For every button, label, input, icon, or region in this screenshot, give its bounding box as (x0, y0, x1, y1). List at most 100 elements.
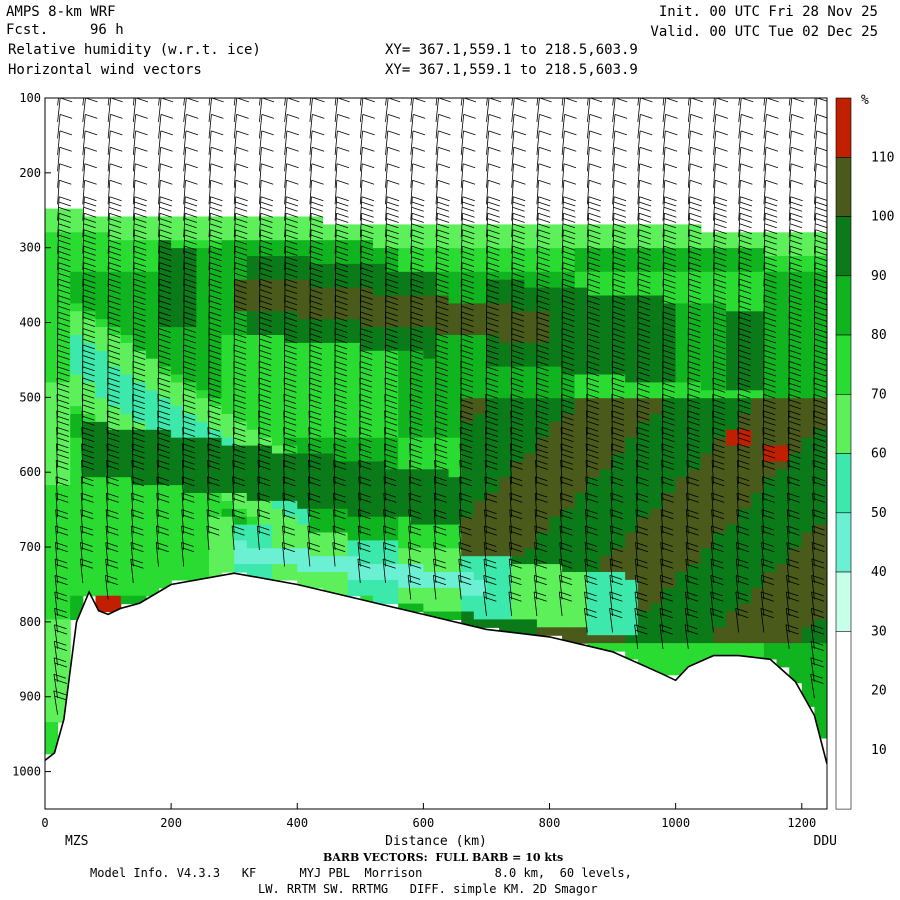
rh-cell (726, 335, 740, 344)
rh-cell (726, 540, 740, 549)
rh-cell (637, 658, 651, 668)
wind-barb-flag (159, 278, 172, 284)
rh-cell (398, 342, 412, 352)
wind-barb-flag (158, 328, 171, 333)
wind-barb-flag (55, 514, 69, 520)
rh-cell (196, 240, 210, 249)
rh-cell (461, 303, 475, 312)
rh-cell (360, 587, 374, 597)
wind-barb (158, 262, 160, 287)
rh-cell (385, 327, 399, 336)
rh-cell (45, 572, 59, 581)
wind-barb (55, 525, 58, 551)
wind-barb-flag (310, 295, 323, 300)
wind-barb-flag (236, 114, 249, 119)
rh-cell (120, 461, 134, 470)
rh-cell (398, 406, 412, 415)
rh-cell (625, 295, 639, 304)
wind-barb-flag (411, 212, 425, 218)
rh-cell (562, 374, 576, 383)
rh-cell (372, 319, 387, 328)
rh-cell (511, 382, 525, 391)
rh-cell (511, 358, 525, 368)
rh-cell (297, 350, 311, 360)
wind-barb-flag (209, 300, 222, 306)
wind-barb (410, 180, 413, 205)
wind-barb-flag (335, 283, 348, 289)
wind-barb-flag (183, 420, 196, 426)
rh-cell (789, 350, 803, 360)
rh-cell (612, 327, 626, 336)
rh-cell (726, 572, 740, 581)
wind-barb (435, 163, 439, 188)
rh-cell (663, 437, 677, 447)
wind-barb (359, 180, 363, 205)
rh-cell (625, 611, 639, 620)
rh-cell (549, 295, 563, 304)
rh-cell (713, 564, 727, 573)
wind-barb-flag (184, 283, 197, 289)
rh-cell (663, 279, 677, 289)
wind-barb-flag (459, 476, 472, 482)
wind-barb-flag (134, 196, 147, 202)
rh-cell (574, 311, 588, 320)
wind-barb (359, 410, 361, 435)
rh-cell (259, 374, 273, 383)
rh-cell (574, 366, 588, 376)
rh-cell (600, 445, 614, 455)
rh-cell (259, 564, 273, 573)
wind-barb-flag (460, 366, 474, 372)
rh-cell (196, 366, 210, 376)
wind-barb-flag (286, 196, 299, 202)
rh-cell (625, 429, 639, 439)
wind-barb-flag (182, 514, 195, 520)
wind-barb-flag (360, 328, 373, 333)
wind-barb (181, 493, 185, 518)
wind-barb-flag (335, 256, 348, 262)
rh-cell (57, 619, 71, 628)
wind-barb-flag (156, 547, 169, 553)
rh-cell (45, 516, 59, 526)
rh-cell (423, 382, 437, 391)
rh-cell (776, 556, 790, 565)
rh-cell (284, 540, 298, 549)
rh-cell (259, 256, 273, 265)
rh-cell (133, 248, 147, 257)
rh-cell (700, 414, 715, 423)
wind-barb-flag (311, 163, 324, 169)
wind-barb-flag (158, 344, 171, 350)
rh-cell (738, 398, 752, 407)
rh-cell (57, 477, 71, 486)
rh-cell (726, 469, 740, 478)
wind-barb-flag (133, 283, 146, 289)
rh-cell (801, 595, 815, 605)
rh-cell (297, 532, 311, 541)
rh-cell (587, 390, 601, 399)
rh-cell (448, 603, 462, 613)
rh-cell (499, 524, 513, 534)
rh-cell (776, 319, 790, 328)
wind-barb-flag (487, 212, 500, 218)
rh-cell (171, 335, 185, 344)
rh-cell (45, 737, 59, 747)
wind-barb-flag (336, 212, 349, 218)
wind-barb-flag (207, 448, 221, 454)
rh-cell (789, 587, 803, 597)
rh-cell (789, 627, 803, 636)
rh-cell (57, 643, 71, 652)
rh-cell (57, 279, 71, 289)
rh-cell (587, 500, 601, 510)
rh-cell (511, 224, 525, 233)
rh-cell (637, 421, 651, 431)
rh-cell (600, 524, 614, 534)
rh-cell (524, 279, 538, 289)
wind-barb-flag (209, 223, 222, 229)
wind-barb (486, 213, 489, 238)
rh-cell (776, 587, 790, 597)
wind-barb-flag (60, 98, 73, 103)
wind-barb-flag (462, 163, 476, 169)
rh-cell (612, 587, 626, 597)
wind-barb (233, 147, 237, 172)
wind-barb-flag (234, 262, 248, 267)
rh-cell (738, 366, 752, 376)
